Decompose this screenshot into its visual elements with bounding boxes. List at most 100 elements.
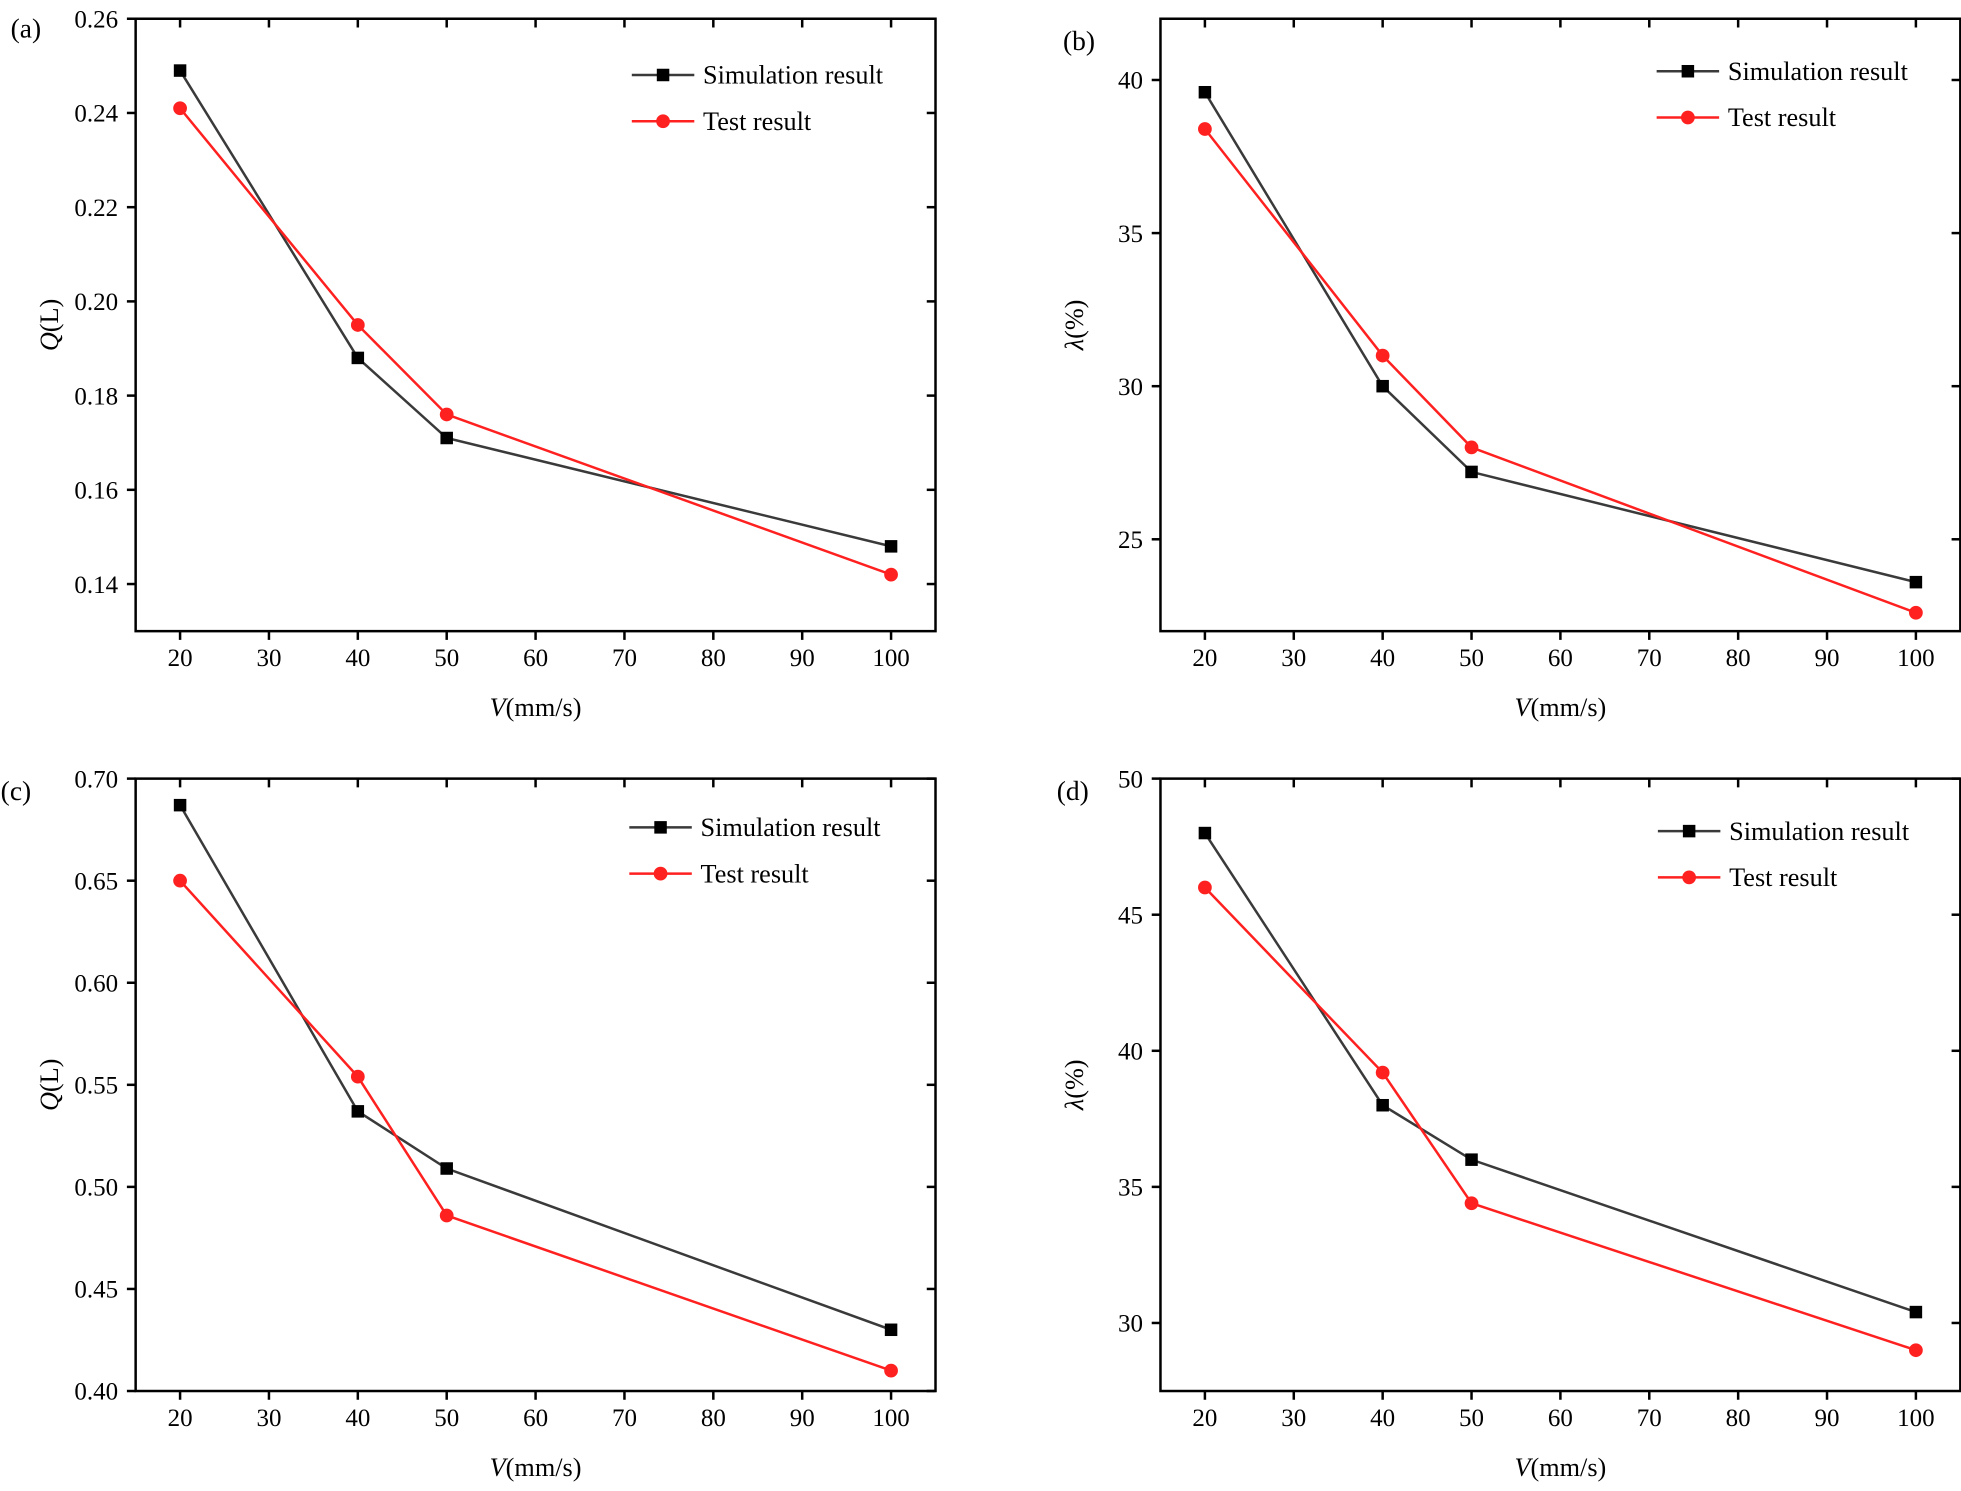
series-line-test [1203,128,1917,614]
y-axis-symbol: λ [1060,339,1089,351]
data-point-circle [439,1208,454,1223]
y-tick-label: 0.40 [74,1379,118,1406]
y-axis-symbol: λ [1060,1099,1089,1111]
legend-marker-square [656,68,670,82]
x-tick-label: 80 [701,1405,726,1432]
x-axis-unit: (mm/s) [1531,1453,1607,1482]
y-tick-label: 0.18 [74,383,118,410]
legend-marker-square [1682,824,1696,838]
x-axis-symbol: V [490,693,509,722]
x-tick-label: 50 [434,1405,459,1432]
y-axis-unit: (%) [1060,1059,1089,1098]
data-point-circle [884,1363,898,1378]
x-axis-symbol: V [1514,1453,1533,1482]
series-line-test [179,879,892,1372]
y-axis-label: Q(L) [35,1059,64,1111]
x-tick-label: 50 [434,645,459,672]
panel-label: (d) [1057,776,1089,806]
x-tick-label: 60 [523,1405,548,1432]
y-tick-label: 0.26 [74,6,118,33]
data-point-circle [350,1069,365,1084]
x-tick-label: 20 [168,1405,193,1432]
x-tick-label: 70 [1637,645,1662,672]
data-point-circle [173,101,187,116]
legend-label: Simulation result [703,61,884,90]
x-axis-label: V(mm/s) [1514,1453,1606,1482]
x-tick-label: 100 [1897,645,1934,672]
x-tick-label: 60 [1548,645,1573,672]
data-point-circle [1198,880,1212,895]
y-axis-unit: (L) [35,1059,64,1093]
x-tick-label: 50 [1459,645,1484,672]
x-axis-label: V(mm/s) [490,1453,582,1482]
x-tick-label: 30 [1281,1405,1306,1432]
data-point-circle [1909,1343,1923,1358]
x-axis-symbol: V [1514,693,1533,722]
x-tick-label: 90 [1815,645,1840,672]
x-tick-label: 40 [1370,1405,1395,1432]
x-tick-label: 80 [1726,1405,1751,1432]
data-point-square [173,64,187,77]
legend-label: Simulation result [1729,817,1910,846]
y-tick-label: 35 [1118,1175,1143,1202]
plot-frame [1159,777,1961,1393]
data-point-square [351,351,365,365]
data-point-square [440,1162,453,1175]
chart-panel-d: (d) 20 30 40 50 60 70 80 90 100 30 35 40 45 50 V(mm/s) λ… [1057,766,1961,1482]
y-tick-label: 0.24 [74,101,118,128]
data-point-circle [1198,122,1212,136]
legend-marker-square [1681,64,1695,78]
y-tick-label: 0.14 [74,572,118,599]
x-tick-label: 100 [1897,1405,1934,1432]
chart-panel-b: (b) 20 30 40 50 60 70 80 90 100 25 30 35 40 V(mm/s) λ(%… [1060,17,1961,722]
y-tick-label: 0.45 [74,1277,118,1304]
x-axis-unit: (mm/s) [506,1453,582,1482]
x-tick-label: 90 [790,645,815,672]
x-tick-label: 60 [523,645,548,672]
y-tick-label: 0.16 [74,478,118,505]
y-axis-symbol: Q [35,332,64,351]
plot-frame [134,17,937,633]
y-tick-label: 0.60 [74,971,118,998]
y-tick-label: 50 [1118,766,1143,793]
legend-label: Simulation result [1728,57,1909,86]
data-point-circle [1464,440,1479,455]
legend-label: Test result [701,859,810,888]
x-tick-label: 30 [256,1405,281,1432]
plot-frame [1159,17,1961,633]
legend-label: Test result [703,107,812,136]
x-axis-symbol: V [490,1453,509,1482]
x-tick-label: 20 [1192,645,1217,672]
data-point-square [884,1323,898,1337]
data-point-circle [1375,1065,1390,1080]
y-tick-label: 0.22 [74,195,118,222]
data-point-square [1376,379,1389,393]
legend-label: Test result [1729,863,1838,892]
y-tick-label: 30 [1118,1311,1143,1338]
chart-panel-c: (c) 20 30 40 50 60 70 80 90 100 0.40 0.45 0.50 0.55 0.… [1,766,937,1482]
x-tick-label: 100 [872,645,909,672]
y-axis-label: Q(L) [35,299,64,351]
y-axis-unit: (L) [35,299,64,333]
series-line-simulation [178,804,892,1331]
y-tick-label: 40 [1118,1039,1143,1066]
panel-label: (a) [11,13,42,43]
x-tick-label: 100 [872,1405,909,1432]
y-tick-label: 25 [1118,527,1143,554]
x-tick-label: 20 [168,645,193,672]
data-point-circle [884,567,898,582]
y-tick-label: 0.70 [74,766,118,793]
y-tick-label: 0.20 [74,289,118,316]
data-point-square [1198,85,1212,99]
chart-panel-a: (a) 20 30 40 50 60 70 80 90 100 0.14 0.16 0.18 0.20 0.… [11,6,937,722]
y-axis-label: λ(%) [1060,300,1089,352]
y-tick-label: 35 [1118,221,1143,248]
y-tick-label: 45 [1118,902,1143,929]
y-tick-label: 30 [1118,374,1143,401]
data-point-circle [1464,1196,1479,1211]
x-tick-label: 70 [1637,1405,1662,1432]
legend-marker-square [654,821,667,834]
x-axis-unit: (mm/s) [506,693,582,722]
panel-label: (c) [1,776,32,806]
